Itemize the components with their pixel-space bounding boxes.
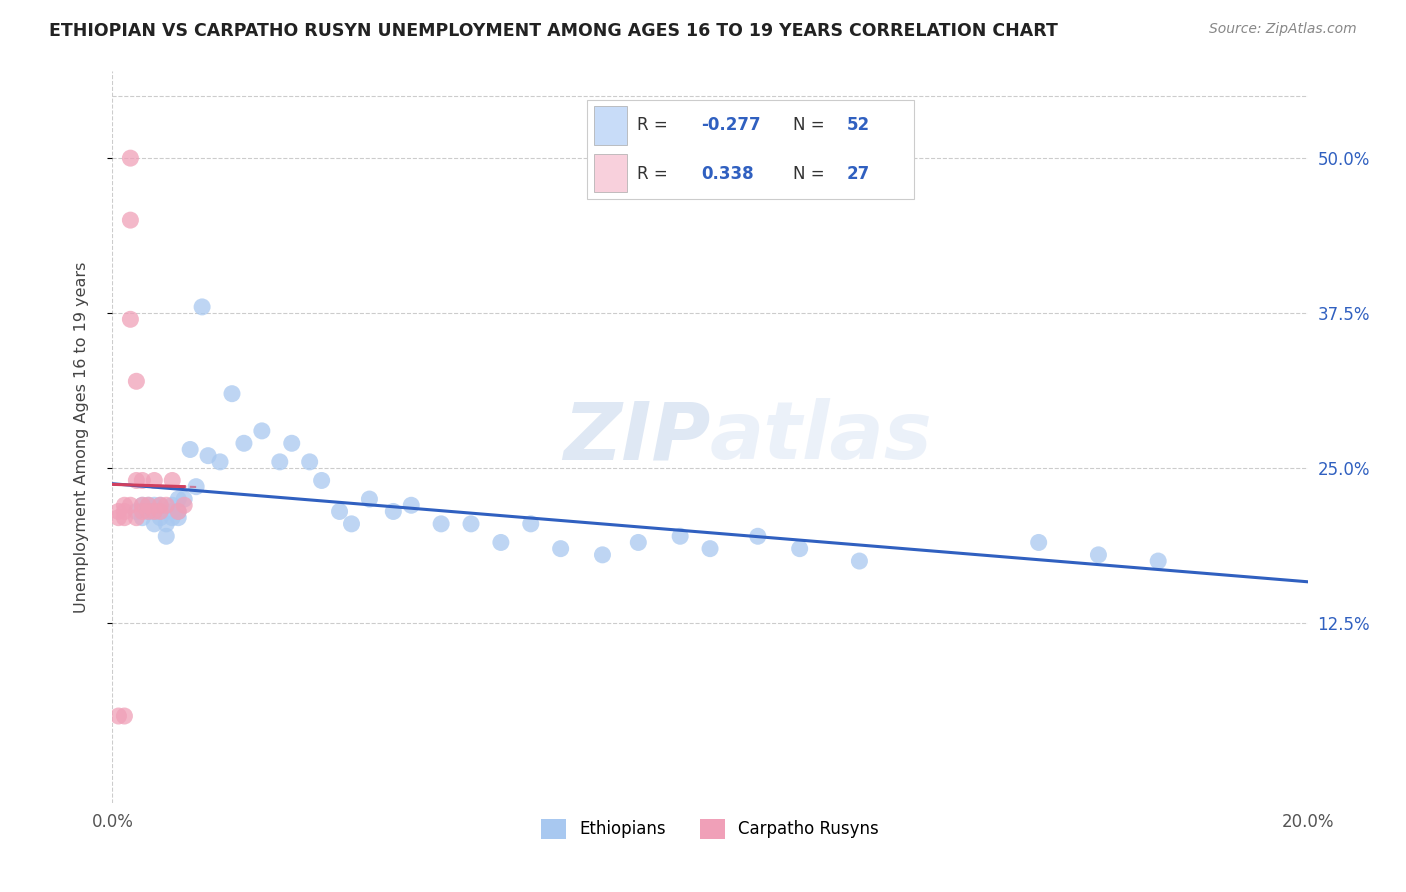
Point: [167, 491, 190, 506]
Point: [138, 504, 160, 518]
Point: [138, 498, 160, 512]
Text: 52: 52: [846, 116, 870, 135]
Point: [669, 529, 692, 543]
Point: [329, 504, 352, 518]
Point: [149, 498, 172, 512]
FancyBboxPatch shape: [593, 153, 627, 193]
Point: [430, 516, 453, 531]
Point: [627, 535, 650, 549]
Point: [550, 541, 572, 556]
Text: ZIP: ZIP: [562, 398, 710, 476]
Point: [1028, 535, 1050, 549]
Point: [149, 510, 172, 524]
Point: [789, 541, 811, 556]
Text: R =: R =: [637, 116, 673, 135]
Point: [311, 474, 333, 488]
Text: 0.338: 0.338: [702, 164, 754, 183]
Point: [592, 548, 614, 562]
Point: [107, 504, 129, 518]
Point: [167, 504, 190, 518]
Point: [131, 498, 153, 512]
Point: [186, 480, 208, 494]
Point: [281, 436, 304, 450]
Point: [167, 504, 190, 518]
Point: [298, 455, 321, 469]
Point: [1087, 548, 1109, 562]
Point: [138, 504, 160, 518]
Point: [149, 498, 172, 512]
Point: [162, 504, 183, 518]
Point: [233, 436, 256, 450]
Point: [149, 504, 172, 518]
Point: [155, 529, 177, 543]
Point: [401, 498, 423, 512]
Point: [162, 498, 183, 512]
Point: [340, 516, 363, 531]
Point: [131, 504, 153, 518]
Point: [120, 151, 142, 165]
Point: [120, 312, 142, 326]
Point: [155, 498, 177, 512]
Point: [359, 491, 381, 506]
Text: R =: R =: [637, 164, 673, 183]
Text: N =: N =: [793, 164, 830, 183]
Point: [747, 529, 769, 543]
Point: [143, 504, 166, 518]
Point: [125, 510, 148, 524]
Point: [131, 498, 153, 512]
Point: [107, 510, 129, 524]
Point: [125, 504, 148, 518]
Point: [114, 510, 135, 524]
Point: [489, 535, 512, 549]
Point: [131, 474, 153, 488]
Point: [269, 455, 291, 469]
Text: N =: N =: [793, 116, 830, 135]
FancyBboxPatch shape: [593, 106, 627, 145]
Point: [173, 491, 195, 506]
Text: -0.277: -0.277: [702, 116, 761, 135]
Text: 27: 27: [846, 164, 870, 183]
Point: [125, 374, 148, 388]
Point: [143, 516, 166, 531]
Point: [138, 498, 160, 512]
Point: [143, 474, 166, 488]
Point: [120, 213, 142, 227]
Point: [131, 510, 153, 524]
Point: [125, 474, 148, 488]
Point: [120, 498, 142, 512]
Point: [179, 442, 201, 457]
Point: [197, 449, 219, 463]
Text: atlas: atlas: [710, 398, 932, 476]
Point: [114, 504, 135, 518]
Point: [520, 516, 543, 531]
Point: [107, 709, 129, 723]
Point: [250, 424, 273, 438]
Point: [699, 541, 721, 556]
Point: [114, 498, 135, 512]
Legend: Ethiopians, Carpatho Rusyns: Ethiopians, Carpatho Rusyns: [534, 812, 886, 846]
Point: [1147, 554, 1170, 568]
Point: [162, 474, 183, 488]
Point: [460, 516, 482, 531]
Point: [155, 516, 177, 531]
Point: [221, 386, 243, 401]
Point: [143, 498, 166, 512]
Point: [191, 300, 214, 314]
Point: [114, 709, 135, 723]
Point: [209, 455, 232, 469]
FancyBboxPatch shape: [586, 100, 914, 199]
Point: [162, 510, 183, 524]
Text: ETHIOPIAN VS CARPATHO RUSYN UNEMPLOYMENT AMONG AGES 16 TO 19 YEARS CORRELATION C: ETHIOPIAN VS CARPATHO RUSYN UNEMPLOYMENT…: [49, 22, 1059, 40]
Point: [848, 554, 870, 568]
Point: [143, 504, 166, 518]
Point: [149, 504, 172, 518]
Y-axis label: Unemployment Among Ages 16 to 19 years: Unemployment Among Ages 16 to 19 years: [75, 261, 89, 613]
Point: [382, 504, 405, 518]
Text: Source: ZipAtlas.com: Source: ZipAtlas.com: [1209, 22, 1357, 37]
Point: [167, 510, 190, 524]
Point: [173, 498, 195, 512]
